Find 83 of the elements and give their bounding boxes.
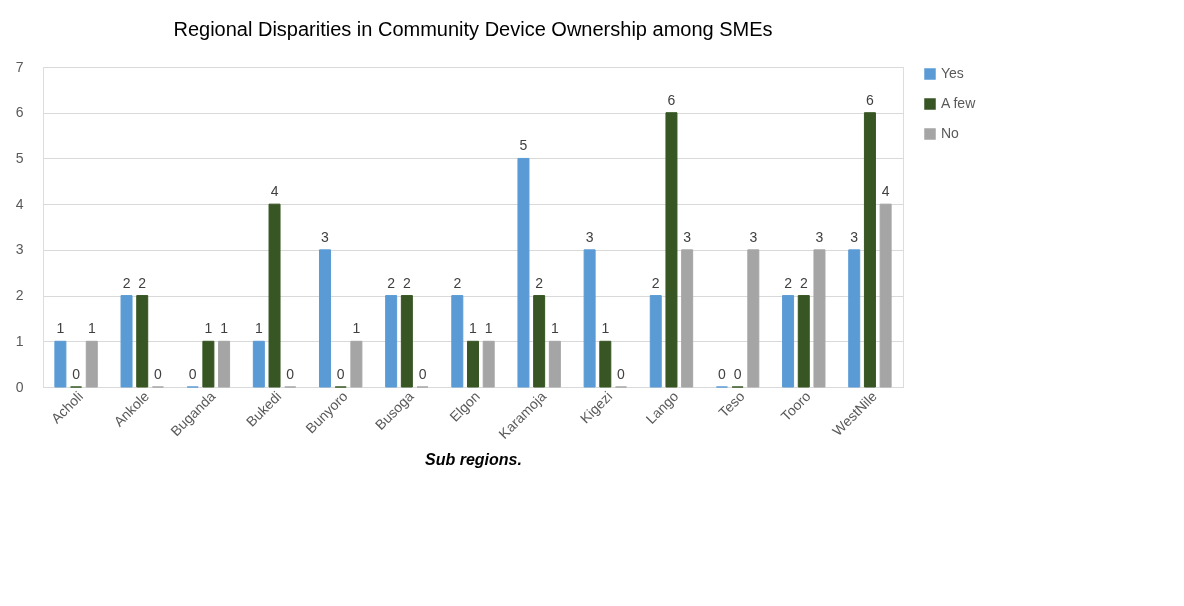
data-label: 2 — [651, 274, 660, 291]
data-label: 0 — [336, 366, 345, 382]
bar — [482, 340, 495, 388]
data-label: 2 — [453, 274, 462, 291]
data-label: 1 — [254, 320, 263, 337]
y-tick-label: 4 — [15, 195, 24, 212]
bar — [136, 295, 149, 388]
bar — [400, 295, 413, 388]
data-label: 3 — [850, 228, 859, 245]
bar — [202, 340, 215, 388]
y-tick-label: 6 — [15, 104, 24, 121]
bar — [467, 340, 479, 388]
data-label: 4 — [270, 183, 279, 200]
data-label: 3 — [321, 228, 330, 245]
bar — [782, 295, 795, 388]
bar — [863, 112, 876, 388]
data-label: 1 — [204, 320, 213, 337]
data-label: 1 — [469, 320, 478, 337]
data-label: 2 — [799, 274, 808, 291]
bar — [813, 249, 826, 388]
data-label: 1 — [550, 320, 559, 337]
y-tick-label: 0 — [15, 378, 24, 395]
bar — [120, 295, 133, 388]
data-label: 3 — [585, 228, 594, 245]
bar — [252, 340, 265, 388]
bar — [649, 295, 662, 388]
data-label: 2 — [387, 274, 396, 291]
bar — [517, 157, 530, 388]
data-label: 0 — [418, 366, 427, 382]
data-label: 0 — [718, 366, 727, 382]
data-label: 0 — [154, 366, 163, 382]
bar — [681, 249, 694, 388]
chart-title: Regional Disparities in Community Device Ownership among SMEs — [173, 18, 773, 40]
data-label: 1 — [87, 320, 96, 337]
bar — [665, 112, 678, 388]
data-label: 6 — [667, 91, 676, 108]
x-axis-title: Sub regions. — [425, 450, 522, 468]
bar — [599, 340, 612, 388]
bar — [747, 249, 760, 388]
bar — [797, 295, 810, 388]
bar — [218, 340, 231, 388]
legend-label: Yes — [941, 65, 964, 81]
data-label: 3 — [683, 228, 692, 245]
data-label: 1 — [601, 320, 610, 337]
data-label: 0 — [188, 366, 197, 382]
bar — [451, 295, 464, 388]
data-label: 1 — [352, 320, 361, 337]
data-label: 6 — [866, 91, 875, 108]
data-label: 0 — [617, 366, 626, 382]
data-label: 0 — [72, 366, 81, 382]
bar — [318, 249, 331, 388]
bar — [385, 295, 398, 388]
y-tick-label: 3 — [15, 241, 24, 258]
y-tick-label: 7 — [15, 58, 24, 75]
data-label: 1 — [484, 320, 493, 337]
bar — [268, 203, 281, 388]
bar — [533, 295, 546, 388]
y-tick-label: 5 — [15, 149, 24, 166]
data-label: 1 — [56, 320, 65, 337]
data-label: 5 — [519, 137, 528, 154]
y-tick-label: 1 — [15, 332, 24, 349]
data-label: 2 — [402, 274, 411, 291]
bar — [879, 203, 892, 388]
legend-label: A few — [941, 95, 977, 111]
bar — [350, 340, 363, 388]
bar — [548, 340, 561, 388]
bar — [583, 249, 596, 388]
data-label: 2 — [138, 274, 147, 291]
bar — [848, 249, 861, 388]
data-label: 2 — [535, 274, 544, 291]
data-label: 0 — [286, 366, 295, 382]
data-label: 3 — [815, 228, 824, 245]
legend-label: No — [941, 125, 960, 141]
data-label: 2 — [784, 274, 793, 291]
data-label: 4 — [881, 183, 890, 200]
data-label: 3 — [749, 228, 758, 245]
data-label: 1 — [220, 320, 229, 337]
data-label: 2 — [122, 274, 131, 291]
bar — [54, 340, 67, 388]
data-label: 0 — [733, 366, 742, 382]
y-tick-label: 2 — [15, 287, 24, 304]
bar — [85, 340, 98, 388]
x-tick-label: Teso — [715, 387, 748, 421]
